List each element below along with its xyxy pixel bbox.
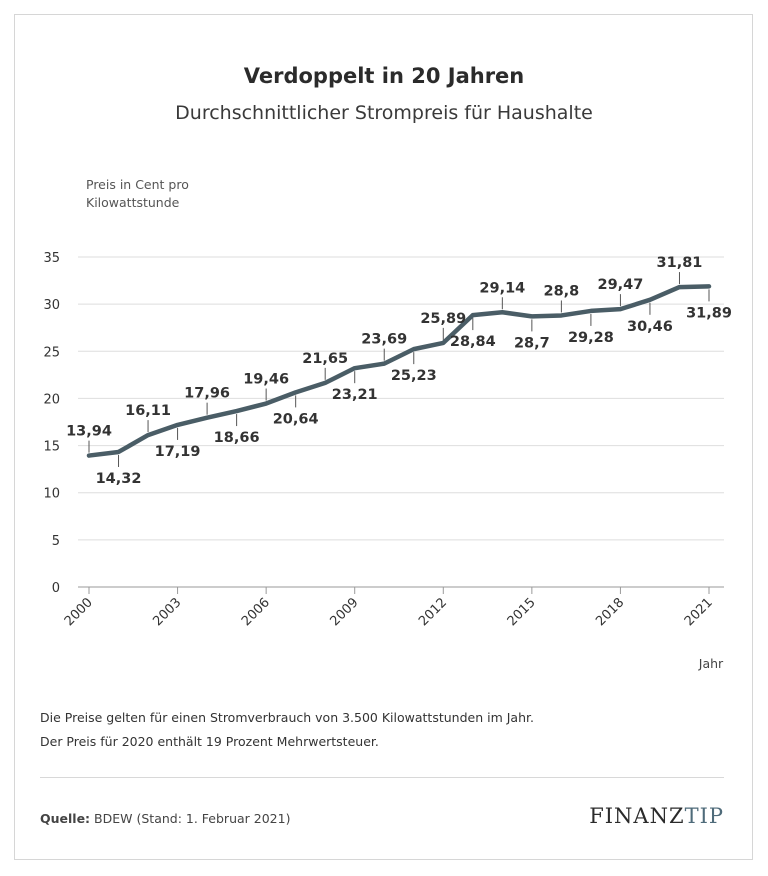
x-axis-label: Jahr xyxy=(698,656,724,671)
y-tick-label: 0 xyxy=(52,581,60,596)
data-label-2002: 16,11 xyxy=(125,403,171,419)
footer-divider xyxy=(40,777,724,778)
x-tick-label: 2006 xyxy=(239,595,273,629)
y-tick-label: 25 xyxy=(43,345,60,360)
y-axis-label-line-1: Preis in Cent pro xyxy=(86,177,189,192)
data-label-2014: 29,14 xyxy=(479,280,525,296)
data-label-2015: 28,7 xyxy=(514,335,550,351)
y-tick-label: 35 xyxy=(43,251,60,266)
data-label-2007: 20,64 xyxy=(273,411,319,427)
data-label-2006: 19,46 xyxy=(243,372,289,388)
data-label-2009: 23,21 xyxy=(332,387,378,403)
x-tick-label: 2018 xyxy=(593,595,627,629)
grid-lines xyxy=(78,256,724,588)
data-labels: 13,94 14,32 16,11 17,19 17,96 18,66 19,46 20,64… xyxy=(66,255,732,487)
y-tick-label: 10 xyxy=(43,487,60,502)
x-tick-label: 2021 xyxy=(682,595,716,629)
data-label-2020: 31,81 xyxy=(657,255,703,271)
footnote-1: Die Preise gelten für einen Stromverbrau… xyxy=(40,710,534,725)
data-label-2016: 28,8 xyxy=(543,283,579,299)
data-label-2021: 31,89 xyxy=(686,305,732,321)
y-axis-label: Preis in Cent pro Kilowattstunde xyxy=(86,176,189,212)
y-tick-label: 30 xyxy=(43,298,60,313)
data-label-2019: 30,46 xyxy=(627,319,673,335)
x-tick-label: 2009 xyxy=(328,595,362,629)
data-label-2010: 23,69 xyxy=(361,332,407,348)
data-label-2011: 25,23 xyxy=(391,368,437,384)
x-tick-labels: 2000 2003 2006 2009 2012 2015 2018 2021 xyxy=(62,587,716,629)
data-label-2017: 29,28 xyxy=(568,330,614,346)
data-label-2003: 17,19 xyxy=(155,444,201,460)
x-tick-label: 2015 xyxy=(505,595,539,629)
y-tick-label: 5 xyxy=(52,534,60,549)
data-label-2013: 28,84 xyxy=(450,334,496,350)
y-tick-labels: 0 5 10 15 20 25 30 35 xyxy=(43,251,60,596)
data-label-2001: 14,32 xyxy=(96,471,142,487)
finanztip-logo: FINANZTIP xyxy=(589,804,724,828)
data-label-2018: 29,47 xyxy=(597,277,643,293)
y-tick-label: 20 xyxy=(43,392,60,407)
source-label: Quelle: xyxy=(40,811,91,826)
data-label-2000: 13,94 xyxy=(66,424,112,440)
label-leader-lines xyxy=(88,272,710,467)
data-label-2008: 21,65 xyxy=(302,351,348,367)
x-tick-label: 2012 xyxy=(416,595,450,629)
y-tick-label: 15 xyxy=(43,440,60,455)
price-series xyxy=(86,284,712,458)
footnote-2: Der Preis für 2020 enthält 19 Prozent Me… xyxy=(40,734,379,749)
data-label-2004: 17,96 xyxy=(184,386,230,402)
data-label-2005: 18,66 xyxy=(214,430,260,446)
x-tick-label: 2000 xyxy=(62,595,96,629)
source-text: BDEW (Stand: 1. Februar 2021) xyxy=(94,811,291,826)
chart-subtitle: Durchschnittlicher Strompreis für Hausha… xyxy=(175,102,593,124)
source-line: Quelle: BDEW (Stand: 1. Februar 2021) xyxy=(40,811,290,826)
y-axis-label-line-2: Kilowattstunde xyxy=(86,195,180,210)
x-tick-label: 2003 xyxy=(150,595,184,629)
chart-title: Verdoppelt in 20 Jahren xyxy=(243,64,525,88)
logo-part-1: FINANZ xyxy=(589,804,685,828)
data-label-2012: 25,89 xyxy=(420,311,466,327)
logo-part-2: TIP xyxy=(684,804,724,828)
price-line xyxy=(86,284,712,458)
chart-card xyxy=(14,14,753,860)
